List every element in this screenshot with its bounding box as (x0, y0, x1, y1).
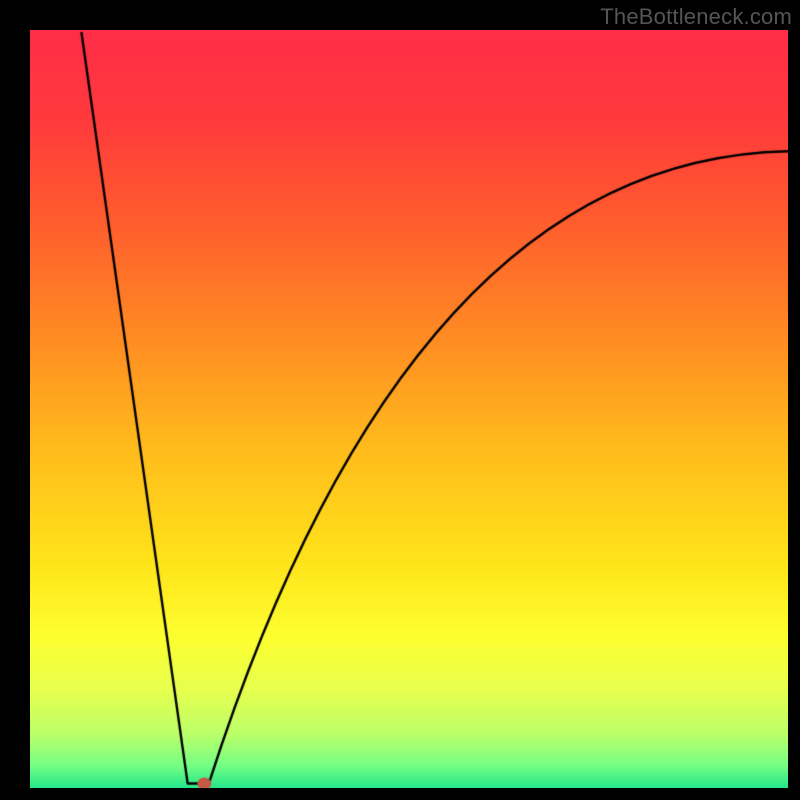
chart-frame: TheBottleneck.com (0, 0, 800, 800)
bottleneck-chart-canvas (30, 30, 788, 788)
watermark-text: TheBottleneck.com (600, 4, 792, 30)
plot-area (30, 30, 788, 788)
